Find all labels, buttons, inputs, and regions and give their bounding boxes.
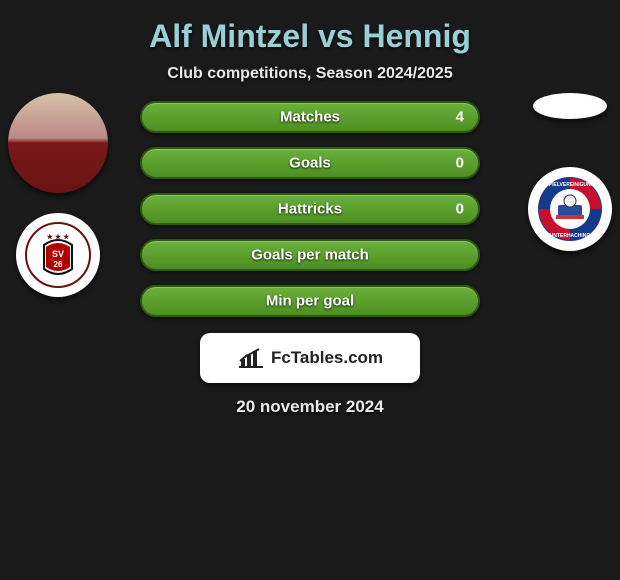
stat-bar: Hattricks 0 <box>140 193 480 225</box>
stat-right-value: 4 <box>456 109 464 126</box>
stat-bar: Min per goal <box>140 285 480 317</box>
brand-badge[interactable]: FcTables.com <box>200 333 420 383</box>
svg-text:SV: SV <box>52 249 64 259</box>
left-column: ★ ★ ★ SV 26 <box>8 93 108 297</box>
subtitle: Club competitions, Season 2024/2025 <box>0 65 620 83</box>
club-left-icon: ★ ★ ★ SV 26 <box>24 221 92 289</box>
stat-label: Min per goal <box>142 293 478 310</box>
stat-bar: Matches 4 <box>140 101 480 133</box>
player-left-avatar <box>8 93 108 193</box>
stat-label: Matches <box>142 109 478 126</box>
page-title: Alf Mintzel vs Hennig <box>0 18 620 55</box>
stat-bar: Goals 0 <box>140 147 480 179</box>
chart-icon <box>237 347 265 369</box>
svg-text:UNTERHACHING: UNTERHACHING <box>550 233 591 239</box>
stat-right-value: 0 <box>456 155 464 172</box>
brand-text: FcTables.com <box>271 348 383 368</box>
root: Alf Mintzel vs Hennig Club competitions,… <box>0 0 620 580</box>
club-right-badge: SPIELVEREINIGUNG UNTERHACHING <box>528 167 612 251</box>
svg-text:26: 26 <box>54 260 63 269</box>
right-column: SPIELVEREINIGUNG UNTERHACHING <box>528 93 612 251</box>
stat-label: Goals per match <box>142 247 478 264</box>
date-text: 20 november 2024 <box>0 397 620 417</box>
player-right-avatar <box>533 93 607 119</box>
stat-label: Hattricks <box>142 201 478 218</box>
club-left-badge: ★ ★ ★ SV 26 <box>16 213 100 297</box>
stat-bars: Matches 4 Goals 0 Hattricks 0 Goals per … <box>140 101 480 317</box>
main: ★ ★ ★ SV 26 SPIELVERE <box>0 101 620 417</box>
stat-bar: Goals per match <box>140 239 480 271</box>
club-right-icon: SPIELVEREINIGUNG UNTERHACHING <box>536 175 604 243</box>
stat-right-value: 0 <box>456 201 464 218</box>
svg-text:SPIELVEREINIGUNG: SPIELVEREINIGUNG <box>545 182 594 188</box>
stat-label: Goals <box>142 155 478 172</box>
